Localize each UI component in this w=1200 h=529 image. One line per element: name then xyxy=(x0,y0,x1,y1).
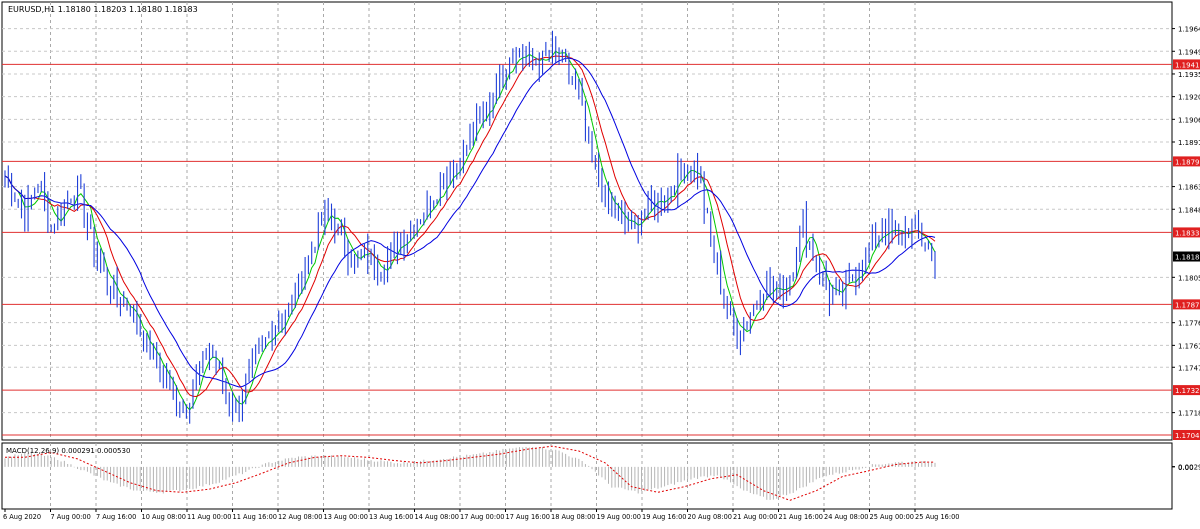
axes: 1.19640 1.19495 1.19350 1.19205 1.19060 1.189… xyxy=(3,26,1200,521)
price-tick-label: 1.17185 xyxy=(1178,410,1200,418)
level-price-tag xyxy=(1173,156,1200,167)
level-price-tag xyxy=(1173,227,1200,238)
macd-indicator xyxy=(4,445,936,501)
time-tick-label: 13 Aug 16:00 xyxy=(369,513,413,521)
price-tick-label: 1.17475 xyxy=(1178,364,1200,372)
level-price-tag xyxy=(1173,385,1200,396)
main-plot-frame xyxy=(1,1,1173,441)
time-tick-label: 25 Aug 16:00 xyxy=(915,513,959,521)
price-tick-label: 1.18630 xyxy=(1178,184,1200,192)
time-tick-label: 11 Aug 00:00 xyxy=(187,513,231,521)
time-tick-label: 18 Aug 08:00 xyxy=(551,513,595,521)
price-tick-label: 1.18050 xyxy=(1178,274,1200,282)
time-tick-label: 21 Aug 16:00 xyxy=(779,513,823,521)
time-tick-label: 19 Aug 00:00 xyxy=(597,513,641,521)
time-tick-label: 19 Aug 16:00 xyxy=(642,513,686,521)
time-tick-label: 14 Aug 08:00 xyxy=(415,513,459,521)
level-price-tag xyxy=(1173,299,1200,310)
grid xyxy=(2,2,1172,509)
horizontal-levels xyxy=(2,63,1172,436)
price-tick-label: 1.19060 xyxy=(1178,116,1200,124)
price-tick-label: 1.18485 xyxy=(1178,206,1200,214)
symbol-header: EURUSD,H1 1.18180 1.18203 1.18180 1.1818… xyxy=(8,5,198,14)
macd-plot-frame xyxy=(1,442,1173,510)
level-price-label: 1.17329 xyxy=(1175,387,1200,395)
macd-tick-label: 0.00 xyxy=(1178,464,1194,472)
price-tick-label: 1.18915 xyxy=(1178,139,1200,147)
price-tick-label: 1.19205 xyxy=(1178,94,1200,102)
last-price-tag xyxy=(1173,251,1200,262)
ma-slow-line xyxy=(4,57,936,388)
price-tick-label: 1.17615 xyxy=(1178,342,1200,350)
level-price-label: 1.18337 xyxy=(1175,229,1200,237)
time-tick-label: 21 Aug 00:00 xyxy=(733,513,777,521)
time-tick-label: 25 Aug 00:00 xyxy=(870,513,914,521)
time-tick-label: 17 Aug 00:00 xyxy=(460,513,504,521)
time-tick-label: 7 Aug 16:00 xyxy=(96,513,136,521)
price-bars xyxy=(4,30,936,424)
level-price-tag xyxy=(1173,59,1200,70)
time-tick-label: 12 Aug 08:00 xyxy=(278,513,322,521)
level-price-label: 1.17042 xyxy=(1175,432,1200,440)
time-tick-label: 11 Aug 16:00 xyxy=(233,513,277,521)
time-tick-label: 24 Aug 08:00 xyxy=(824,513,868,521)
time-tick-label: 20 Aug 08:00 xyxy=(688,513,732,521)
level-price-tag xyxy=(1173,429,1200,440)
time-tick-label: 10 Aug 08:00 xyxy=(142,513,186,521)
macd-label: MACD(12,26,9) 0.000291 0.000530 xyxy=(6,447,130,455)
level-price-label: 1.17877 xyxy=(1175,301,1200,309)
price-tick-label: 1.19350 xyxy=(1178,71,1200,79)
price-tick-label: 1.19495 xyxy=(1178,48,1200,56)
price-tick-label: 1.19640 xyxy=(1178,26,1200,34)
macd-tick-label: 0.00291 xyxy=(1178,464,1200,472)
time-tick-label: 6 Aug 2020 xyxy=(3,513,41,521)
last-price-label: 1.18183 xyxy=(1175,254,1200,262)
time-tick-label: 7 Aug 00:00 xyxy=(51,513,91,521)
macd-signal-line xyxy=(5,445,935,501)
time-tick-label: 13 Aug 00:00 xyxy=(324,513,368,521)
time-tick-label: 17 Aug 16:00 xyxy=(506,513,550,521)
price-tick-label: 1.17760 xyxy=(1178,320,1200,328)
